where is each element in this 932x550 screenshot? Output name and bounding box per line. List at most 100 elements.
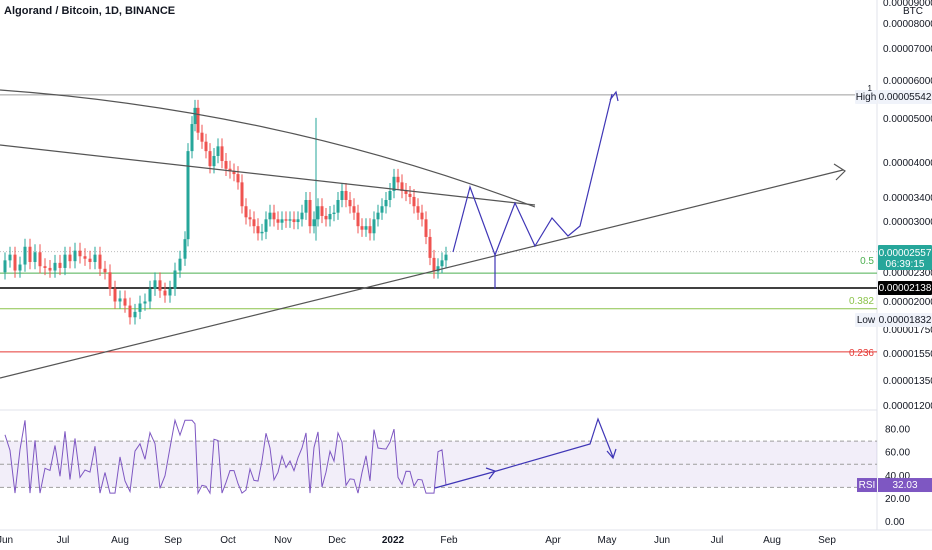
candle xyxy=(416,206,420,213)
candle xyxy=(356,212,360,227)
time-axis-label: Jun xyxy=(654,535,670,546)
high-tag: High xyxy=(856,92,877,103)
candle xyxy=(168,288,172,296)
support-price-tag-bg xyxy=(878,281,932,295)
low-tag-bg xyxy=(855,313,877,327)
time-axis-label: Nov xyxy=(274,535,292,546)
candle xyxy=(308,199,312,227)
candle xyxy=(123,298,127,306)
candle xyxy=(212,156,216,167)
candle xyxy=(73,250,77,262)
candle xyxy=(284,219,288,221)
price-axis-label: 0.00001200 xyxy=(883,401,932,412)
candle xyxy=(38,252,42,267)
candle xyxy=(183,239,187,259)
candle xyxy=(43,266,47,268)
rsi-tag-bg xyxy=(857,478,877,493)
candle xyxy=(388,190,392,200)
time-axis-label: May xyxy=(598,535,617,546)
candle xyxy=(336,199,340,213)
price-axis-label: 0.00003400 xyxy=(883,193,932,204)
projection-arrowhead xyxy=(609,90,619,102)
candle xyxy=(98,254,102,269)
candle xyxy=(436,266,440,272)
candle xyxy=(88,258,92,263)
candle xyxy=(352,206,356,213)
candle xyxy=(440,260,444,267)
candle xyxy=(118,298,122,302)
time-axis-label: Sep xyxy=(164,535,182,546)
candle xyxy=(344,190,348,200)
candle xyxy=(208,151,212,167)
price-axis-label: 0.00001350 xyxy=(883,376,932,387)
candle xyxy=(384,199,388,207)
candle xyxy=(143,301,147,304)
candle xyxy=(332,212,336,214)
price-axis-label: 0.00002000 xyxy=(883,297,932,308)
candle xyxy=(220,146,224,162)
candle xyxy=(304,199,308,213)
rsi-projection xyxy=(492,417,614,473)
candle xyxy=(178,258,182,271)
price-axis-label: 0.00002300 xyxy=(883,268,932,279)
high-tag-bg xyxy=(855,90,877,104)
symbol-title[interactable]: Algorand / Bitcoin, 1D, BINANCE xyxy=(4,5,176,17)
time-axis-label: Jul xyxy=(57,535,70,546)
candle xyxy=(372,219,376,234)
candle xyxy=(93,254,97,263)
candle xyxy=(3,260,7,273)
price-axis-unit: BTC xyxy=(903,6,923,17)
descending-curve xyxy=(0,89,536,208)
candle xyxy=(232,171,236,175)
candle xyxy=(236,174,240,183)
price-axis-label: 0.00004000 xyxy=(883,158,932,169)
high-price-tag-bg xyxy=(878,90,932,104)
price-axis-label: 0.00005000 xyxy=(883,114,932,125)
trendline-arrowhead xyxy=(833,163,846,181)
candle xyxy=(324,215,328,220)
time-axis-label: 2022 xyxy=(382,535,405,546)
candle xyxy=(48,267,52,271)
candle xyxy=(328,213,332,220)
candle xyxy=(224,161,228,169)
candle xyxy=(148,288,152,302)
candle xyxy=(83,256,87,259)
time-axis-label: Feb xyxy=(440,535,458,546)
candle xyxy=(292,219,296,223)
time-axis-label: Sep xyxy=(818,535,836,546)
candle xyxy=(268,212,272,220)
last-price-bg xyxy=(878,245,932,270)
rsi-trend-arrow xyxy=(434,471,494,489)
candle xyxy=(190,124,194,152)
candle xyxy=(432,257,436,272)
last-price-value: 0.00002557 xyxy=(879,248,932,259)
time-axis-label: Aug xyxy=(763,535,781,546)
candle xyxy=(260,231,264,234)
rsi-axis-label: 0.00 xyxy=(885,517,905,528)
candle xyxy=(428,236,432,258)
candle xyxy=(312,219,316,227)
time-axis-label: Jun xyxy=(0,535,13,546)
candle xyxy=(404,190,408,194)
price-axis-label: 0.00009000 xyxy=(883,0,932,9)
rsi-axis-label: 40.00 xyxy=(885,471,910,482)
price-axis-label: 0.00001750 xyxy=(883,325,932,336)
rsi-value-bg xyxy=(878,478,932,493)
candle xyxy=(228,168,232,172)
high-price-tag: 0.00005542 xyxy=(879,92,932,103)
price-axis-label: 0.00007000 xyxy=(883,44,932,55)
candle xyxy=(348,199,352,207)
candle xyxy=(196,107,200,133)
candle xyxy=(53,262,57,271)
candle xyxy=(412,196,416,207)
fib-0.382-label: 0.382 xyxy=(849,296,874,307)
fib-1-label: 1 xyxy=(868,84,873,93)
candle xyxy=(108,272,112,289)
low-price-tag: 0.00001832 xyxy=(879,315,932,326)
candle xyxy=(296,219,300,223)
candle xyxy=(376,212,380,220)
low-price-tag-bg xyxy=(878,313,932,327)
candle xyxy=(23,246,27,265)
